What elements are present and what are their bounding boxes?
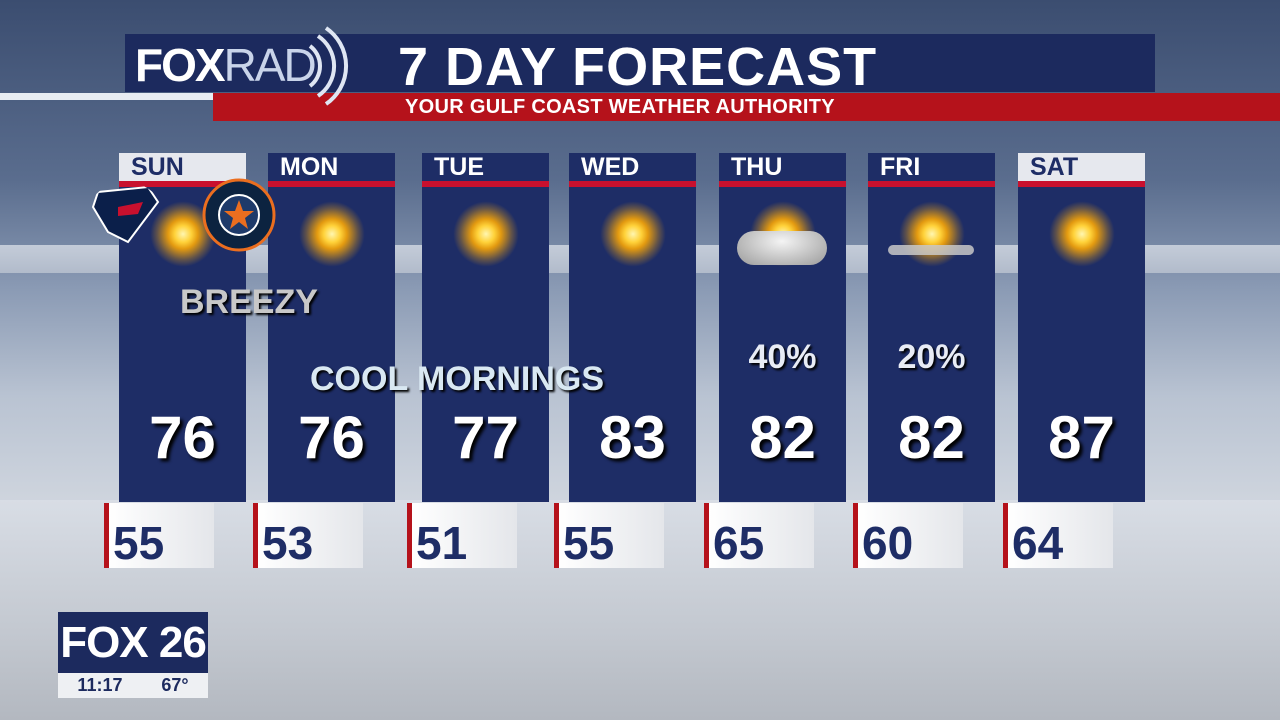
precip-chance: 20% xyxy=(897,338,966,376)
station-badge: FOX 26 11:17 67° xyxy=(58,612,208,698)
texans-logo xyxy=(91,185,160,244)
day-column-wed: WED 83 xyxy=(569,153,696,502)
cloud-icon xyxy=(888,245,974,255)
low-temp-thu: 65 xyxy=(704,503,814,569)
day-label: SAT xyxy=(1018,153,1145,187)
cloud-icon xyxy=(737,231,827,265)
page-title: 7 DAY FORECAST xyxy=(398,37,878,97)
day-label: TUE xyxy=(422,153,549,187)
sun-icon xyxy=(453,201,519,267)
high-temp: 76 xyxy=(149,404,216,471)
astros-logo xyxy=(202,178,276,252)
breezy-note: BREEZY xyxy=(180,283,318,321)
day-label: MON xyxy=(268,153,395,187)
high-temp: 83 xyxy=(599,404,666,471)
sun-icon xyxy=(600,201,666,267)
low-temp-fri: 60 xyxy=(853,503,963,569)
low-temp-wed: 55 xyxy=(554,503,664,569)
low-temp-sun: 55 xyxy=(104,503,214,569)
high-temp: 82 xyxy=(749,404,816,471)
cool-mornings-note: COOL MORNINGS xyxy=(310,360,605,398)
foxrad-logo: FOXRAD xyxy=(135,39,317,91)
low-temp-tue: 51 xyxy=(407,503,517,569)
station-logo: FOX 26 xyxy=(58,612,208,673)
current-temp: 67° xyxy=(161,675,189,695)
low-temp-sat: 64 xyxy=(1003,503,1113,569)
day-label: THU xyxy=(719,153,846,187)
day-label: SUN xyxy=(119,153,246,187)
high-temp: 77 xyxy=(452,404,519,471)
day-column-sat: SAT 87 xyxy=(1018,153,1145,502)
high-temp: 82 xyxy=(898,404,965,471)
low-temp-mon: 53 xyxy=(253,503,363,569)
title-bar xyxy=(125,34,1155,92)
sun-icon xyxy=(1049,201,1115,267)
sun-icon xyxy=(299,201,365,267)
high-temp: 76 xyxy=(298,404,365,471)
subtitle: YOUR GULF COAST WEATHER AUTHORITY xyxy=(213,93,1280,121)
day-column-tue: TUE 77 xyxy=(422,153,549,502)
sun-icon xyxy=(899,201,965,267)
day-column-fri: FRI 20% 82 xyxy=(868,153,995,502)
day-column-mon: MON 76 xyxy=(268,153,395,502)
day-label: FRI xyxy=(868,153,995,187)
radar-waves-icon xyxy=(308,26,349,106)
day-column-thu: THU 40% 82 xyxy=(719,153,846,502)
divider xyxy=(0,93,213,100)
high-temp: 87 xyxy=(1048,404,1115,471)
precip-chance: 40% xyxy=(748,338,817,376)
clock: 11:17 xyxy=(77,675,123,695)
day-label: WED xyxy=(569,153,696,187)
